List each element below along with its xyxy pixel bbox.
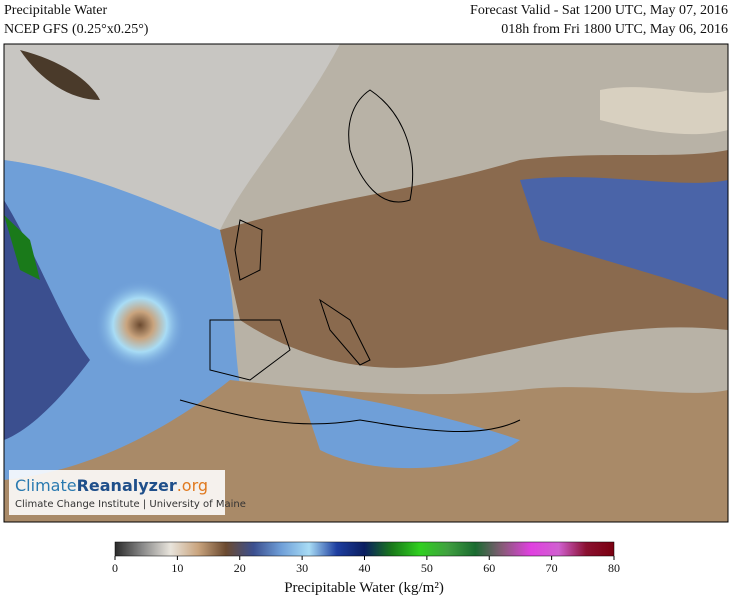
colorbar-tick-label: 0 xyxy=(112,561,118,575)
iberia-coast xyxy=(209,319,291,381)
northern-dry-air xyxy=(600,87,728,135)
logo-credit: Climate Change Institute | University of… xyxy=(15,499,246,510)
north-africa-coast xyxy=(179,399,521,432)
model: NCEP GFS (0.25°x0.25°) xyxy=(4,22,149,37)
eastern-moist-band xyxy=(520,177,728,300)
valid-time: Forecast Valid - Sat 1200 UTC, May 07, 2… xyxy=(470,3,728,18)
colorbar xyxy=(114,541,615,557)
title: Precipitable Water xyxy=(4,3,108,18)
colorbar-tick-label: 40 xyxy=(359,561,371,575)
colorbar-tick-label: 80 xyxy=(608,561,620,575)
colorbar-tick-label: 10 xyxy=(171,561,183,575)
logo-name: ClimateReanalyzer.org xyxy=(15,476,208,495)
map xyxy=(4,44,728,522)
colorbar-tick-label: 30 xyxy=(296,561,308,575)
colorbar-tick-label: 20 xyxy=(234,561,246,575)
map-frame xyxy=(3,43,729,523)
italy-coast xyxy=(319,298,371,366)
colorbar-label: Precipitable Water (kg/m²) xyxy=(284,580,444,596)
logo-box xyxy=(9,470,225,515)
colorbar-tick-label: 60 xyxy=(483,561,495,575)
logo: ClimateReanalyzer.org Climate Change Ins… xyxy=(9,470,246,515)
scandinavia-coast xyxy=(348,89,414,203)
mediterranean-moisture xyxy=(300,390,520,469)
greenland xyxy=(20,50,100,100)
cyclone xyxy=(95,280,185,370)
colorbar-ticks: 0 10 20 30 40 50 60 70 80 xyxy=(112,556,620,575)
colorbar-tick-label: 50 xyxy=(421,561,433,575)
british-isles-coast xyxy=(234,219,263,281)
colorbar-tick-label: 70 xyxy=(546,561,558,575)
lead-time: 018h from Fri 1800 UTC, May 06, 2016 xyxy=(501,22,728,37)
tropical-moisture xyxy=(4,215,40,280)
